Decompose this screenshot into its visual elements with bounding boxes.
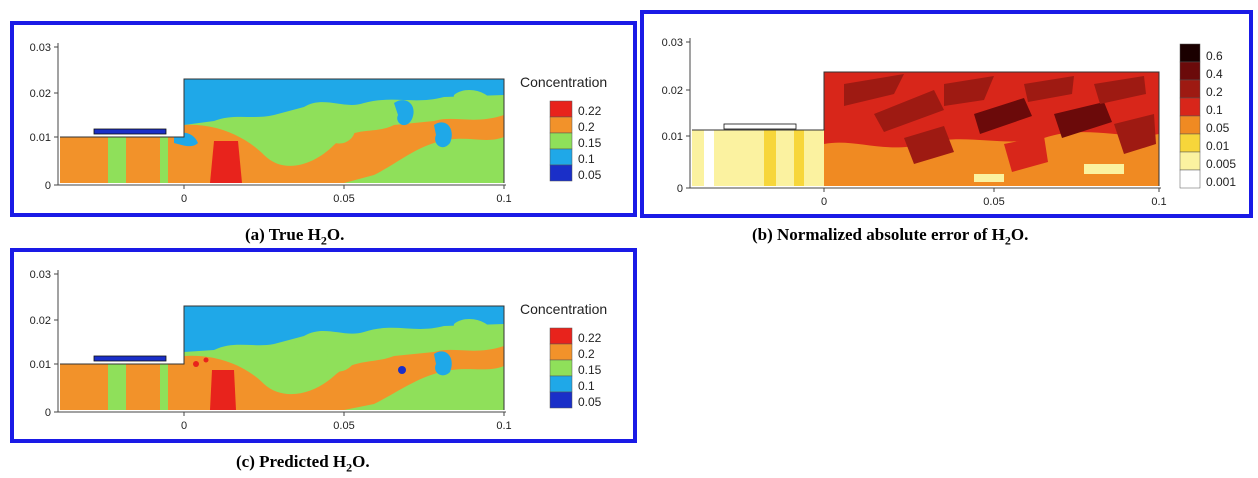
caption-c-sub: 2 [346,460,353,475]
x-tick-label: 0.1 [496,420,511,432]
y-tick-label: 0.02 [662,85,683,97]
y-tick-label: 0.03 [30,42,51,54]
injector-plate [93,355,167,362]
colorbar-label: 0.15 [578,363,602,377]
y-tick-label: 0.02 [30,315,51,327]
panel-a-plot: 0.03 0.02 0.01 0 0 0.05 0.1 Concentration 0.2… [30,42,608,205]
x-tick-label: 0.1 [496,193,511,205]
colorbar-label: 0.1 [578,152,595,166]
colorbar-label: 0.15 [578,136,602,150]
colorbar-swatch [549,327,573,345]
colorbar-swatch [1179,133,1201,153]
caption-a-sub: 2 [320,233,327,248]
colorbar-swatch [1179,43,1201,63]
colorbar-label: 0.001 [1206,175,1236,189]
injector-plate [723,123,797,130]
colorbar-title: Concentration [520,74,607,90]
y-tick-label: 0.03 [30,269,51,281]
domain-outline [60,305,505,410]
colorbar-swatch [549,132,573,150]
colorbar-label: 0.4 [1206,67,1223,81]
y-tick-label: 0.03 [662,37,683,49]
colorbar-label: 0.22 [578,331,602,345]
colorbar-label: 0.2 [1206,85,1223,99]
caption-a-text: (a) True H [245,225,321,244]
caption-c-text: (c) Predicted H [236,452,347,471]
caption-b: (b) Normalized absolute error of H2O. [752,225,1028,248]
colorbar-swatch [549,375,573,393]
colorbar-label: 0.01 [1206,139,1230,153]
panel-a-true-h2o: 0.03 0.02 0.01 0 0 0.05 0.1 Concentration 0.2… [10,21,637,217]
panel-b-plot: 0.03 0.02 0.01 0 0 0.05 0.1 0.6 0.4 0.2 0.1 0.05 [662,37,1237,208]
y-tick-label: 0.02 [30,88,51,100]
colorbar-swatch [549,100,573,118]
colorbar-label: 0.22 [578,104,602,118]
colorbar-swatch [1179,115,1201,135]
panel-c-predicted-h2o: 0.03 0.02 0.01 0 0 0.05 0.1 Concentration 0.2… [10,248,637,443]
colorbar-label: 0.6 [1206,49,1223,63]
caption-c: (c) Predicted H2O. [236,452,370,475]
colorbar-label: 0.2 [578,120,595,134]
x-tick-label: 0 [821,196,827,208]
colorbar-title: Concentration [520,301,607,317]
colorbar-swatch [549,116,573,134]
colorbar-label: 0.1 [578,379,595,393]
colorbar-label: 0.2 [578,347,595,361]
y-tick-label: 0 [45,180,51,192]
injector-plate [93,128,167,135]
colorbar-swatch [549,164,573,182]
caption-c-suffix: O. [352,452,370,471]
caption-a-suffix: O. [326,225,345,244]
colorbar-label: 0.05 [578,168,602,182]
colorbar-swatch [1179,61,1201,81]
domain-outline [60,78,505,183]
colorbar-label: 0.05 [1206,121,1230,135]
colorbar-label: 0.05 [578,395,602,409]
panel-c-plot: 0.03 0.02 0.01 0 0 0.05 0.1 Concentration 0.2… [30,269,608,432]
y-tick-label: 0.01 [662,131,683,143]
colorbar-swatch [549,148,573,166]
concentration-field [60,79,504,183]
y-tick-label: 0 [45,407,51,419]
domain-outline [692,71,1160,186]
x-tick-label: 0.05 [983,196,1004,208]
colorbar-label: 0.1 [1206,103,1223,117]
caption-a: (a) True H2O. [245,225,344,248]
x-tick-label: 0.05 [333,193,354,205]
x-tick-label: 0.1 [1151,196,1166,208]
colorbar-swatch [549,343,573,361]
y-tick-label: 0.01 [30,132,51,144]
colorbar-swatch [1179,79,1201,99]
caption-b-suffix: O. [1010,225,1029,244]
panel-b-error: 0.03 0.02 0.01 0 0 0.05 0.1 0.6 0.4 0.2 0.1 0.05 [640,10,1253,218]
colorbar-swatch [549,359,573,377]
x-tick-label: 0 [181,420,187,432]
y-tick-label: 0 [677,183,683,195]
caption-b-text: (b) Normalized absolute error of H [752,225,1005,244]
colorbar-swatch [1179,169,1201,189]
x-tick-label: 0.05 [333,420,354,432]
x-tick-label: 0 [181,193,187,205]
colorbar-label: 0.005 [1206,157,1236,171]
caption-b-sub: 2 [1004,233,1011,248]
colorbar-swatch [1179,97,1201,117]
y-tick-label: 0.01 [30,359,51,371]
colorbar-swatch [549,391,573,409]
colorbar-swatch [1179,151,1201,171]
